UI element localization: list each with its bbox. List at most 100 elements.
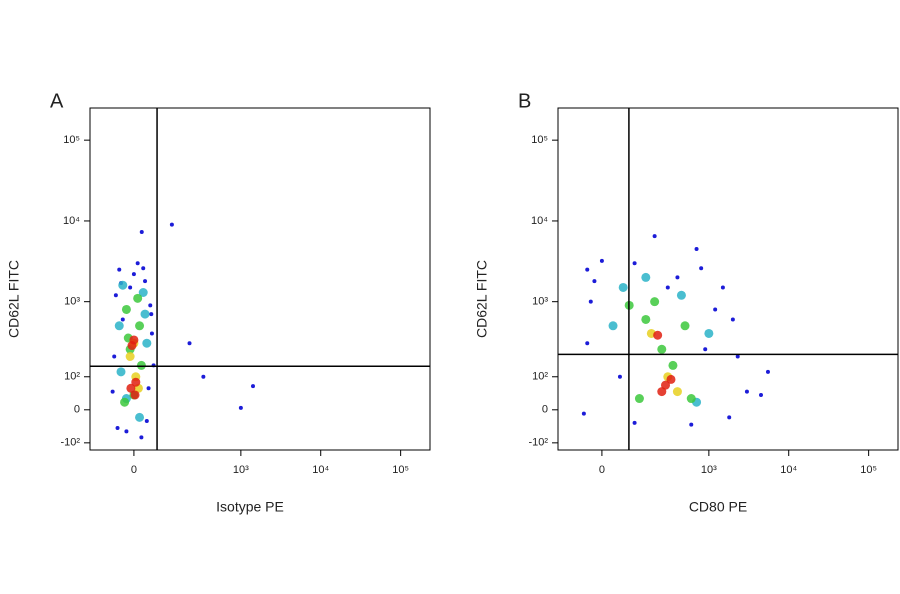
plot-frame: [557, 107, 899, 451]
y-tick-label: 10⁴: [63, 215, 80, 227]
event-dot: [131, 377, 141, 387]
x-tick-label: 10⁵: [860, 464, 877, 476]
event-dot: [136, 360, 146, 370]
event-dot: [581, 411, 586, 416]
event-dot: [135, 261, 140, 266]
event-dot: [125, 352, 135, 362]
event-dot: [115, 426, 120, 431]
event-dot: [632, 261, 637, 266]
x-tick-label: 0: [131, 464, 137, 476]
event-dot: [112, 354, 117, 359]
event-dot: [131, 272, 136, 277]
y-tick-label: -10²: [528, 437, 548, 449]
event-dot: [148, 303, 153, 308]
y-tick-label: 0: [74, 404, 80, 416]
event-dot: [730, 317, 735, 322]
y-tick-label: 10³: [64, 296, 80, 308]
event-dot: [121, 304, 131, 314]
x-axis-label: CD80 PE: [689, 499, 747, 515]
event-dot: [146, 386, 151, 391]
event-dot: [113, 293, 118, 298]
event-dot: [641, 272, 651, 282]
event-dot: [765, 369, 770, 374]
event-dot: [201, 374, 206, 379]
y-tick-label: 10⁵: [63, 134, 80, 146]
event-dot: [128, 285, 133, 290]
event-dot: [634, 394, 644, 404]
event-dot: [641, 314, 651, 324]
panel-letter: A: [50, 90, 64, 112]
event-dot: [141, 266, 146, 271]
event-dot: [617, 374, 622, 379]
event-dot: [618, 282, 628, 292]
panel-letter: B: [518, 90, 531, 112]
event-dot: [142, 338, 152, 348]
y-tick-label: 10⁵: [531, 134, 548, 146]
event-dot: [727, 415, 732, 420]
event-dot: [650, 297, 660, 307]
event-dot: [138, 288, 148, 298]
event-dot: [652, 234, 657, 239]
y-tick-label: 10²: [532, 371, 548, 383]
x-tick-label: 0: [599, 464, 605, 476]
event-dot: [686, 394, 696, 404]
x-tick-label: 10³: [701, 464, 717, 476]
y-axis-label: CD62L FITC: [6, 260, 22, 338]
event-dot: [139, 435, 144, 440]
event-dot: [665, 285, 670, 290]
event-dot: [632, 420, 637, 425]
event-dot: [126, 383, 136, 393]
event-dot: [585, 341, 590, 346]
event-dot: [588, 299, 593, 304]
event-dot: [135, 412, 145, 422]
event-dot: [759, 392, 764, 397]
event-dot: [704, 328, 714, 338]
y-tick-label: 10⁴: [531, 215, 548, 227]
event-dot: [149, 312, 154, 317]
event-dot: [592, 279, 597, 284]
event-dot: [703, 347, 708, 352]
event-dot: [135, 321, 145, 331]
event-dot: [689, 422, 694, 427]
event-dot: [653, 330, 663, 340]
event-dot: [250, 384, 255, 389]
event-dot: [133, 293, 143, 303]
x-axis-label: Isotype PE: [216, 499, 284, 515]
event-dot: [668, 360, 678, 370]
event-dot: [744, 389, 749, 394]
y-tick-label: 10³: [532, 296, 548, 308]
event-dot: [608, 321, 618, 331]
y-tick-label: 10²: [64, 371, 80, 383]
event-dot: [114, 321, 124, 331]
y-axis-label: CD62L FITC: [474, 260, 490, 338]
x-tick-label: 10⁴: [312, 464, 329, 476]
event-dot: [149, 331, 154, 336]
x-tick-label: 10⁵: [392, 464, 409, 476]
event-dot: [666, 374, 676, 384]
event-dot: [118, 280, 128, 290]
event-dot: [143, 279, 148, 284]
event-dot: [110, 389, 115, 394]
event-dot: [169, 222, 174, 227]
event-dot: [187, 341, 192, 346]
event-dot: [676, 290, 686, 300]
event-dot: [694, 246, 699, 251]
event-dot: [129, 335, 139, 345]
event-dot: [120, 317, 125, 322]
x-tick-label: 10³: [233, 464, 249, 476]
event-dot: [116, 367, 126, 377]
event-dot: [713, 307, 718, 312]
event-dot: [585, 267, 590, 272]
plot-frame: [89, 107, 431, 451]
x-tick-label: 10⁴: [780, 464, 797, 476]
y-tick-label: -10²: [60, 437, 80, 449]
event-dot: [599, 258, 604, 263]
event-dot: [735, 354, 740, 359]
event-dot: [139, 229, 144, 234]
event-dot: [130, 390, 140, 400]
event-dot: [124, 429, 129, 434]
event-dot: [120, 397, 130, 407]
y-tick-label: 0: [542, 404, 548, 416]
event-dot: [657, 344, 667, 354]
